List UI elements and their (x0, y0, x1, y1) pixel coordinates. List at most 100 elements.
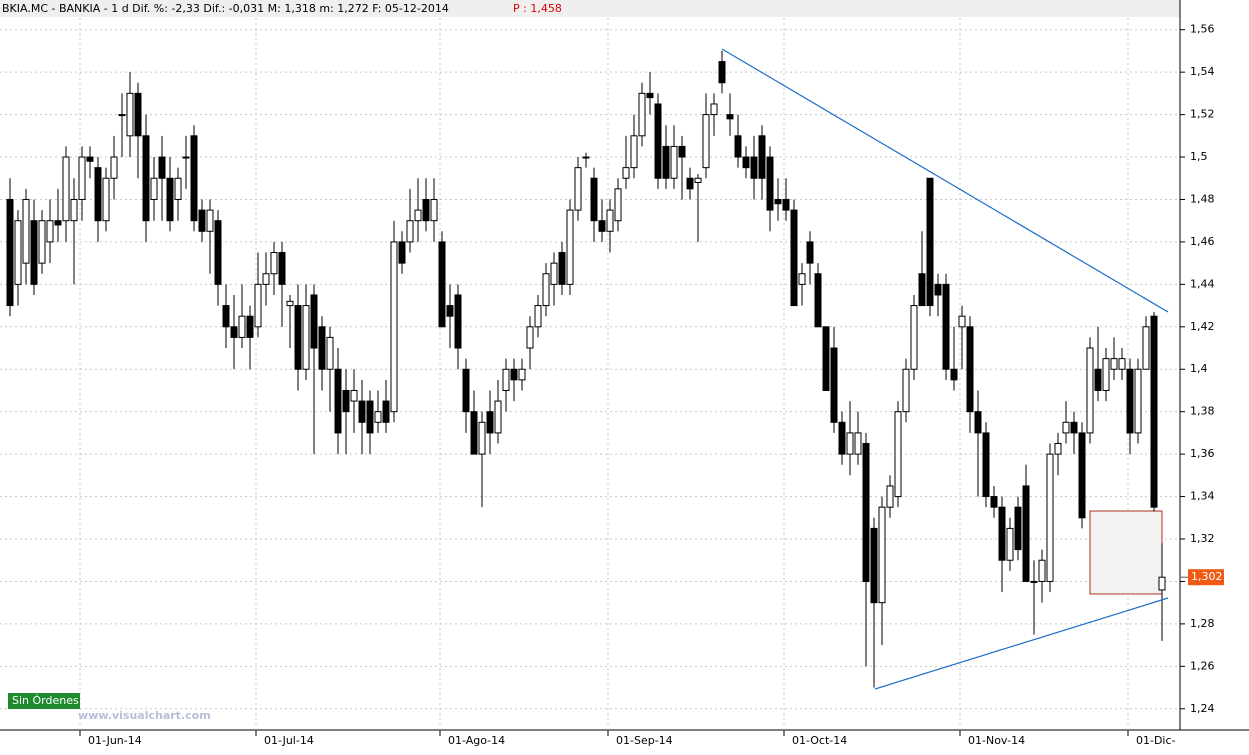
candle-body (358, 400, 366, 423)
y-tick-label: 1,34 (1190, 490, 1215, 503)
candle-body (854, 432, 862, 455)
candle-body (630, 135, 638, 169)
x-tick-label: 01-Jul-14 (264, 734, 314, 747)
candle-body (902, 368, 910, 413)
candle-body (598, 220, 606, 232)
candle-body (846, 432, 854, 455)
y-tick-label: 1,52 (1190, 108, 1215, 121)
candle-body (998, 506, 1006, 561)
candle-body (710, 103, 718, 116)
candle-body (374, 411, 382, 423)
candle-body (742, 156, 750, 169)
candle-body (150, 177, 158, 200)
candle-body (302, 305, 310, 370)
candle-body (1006, 527, 1014, 561)
candle-body (534, 305, 542, 328)
y-tick-label: 1,26 (1190, 659, 1215, 672)
candle-body (6, 198, 14, 307)
candle-body (414, 209, 422, 222)
candle-body (958, 315, 966, 328)
candle-body (814, 273, 822, 328)
candle-body (670, 145, 678, 179)
y-tick-label: 1,4 (1190, 362, 1208, 375)
candle-body (334, 368, 342, 434)
candle-body (126, 92, 134, 137)
candle-body (838, 421, 846, 455)
candle-body (942, 283, 950, 370)
candle-body (38, 220, 46, 264)
y-tick-label: 1,42 (1190, 320, 1215, 333)
candle-body (1078, 432, 1086, 519)
candle-body (494, 400, 502, 434)
candle-body (222, 305, 230, 328)
candle-body (30, 220, 38, 285)
candle-body (750, 156, 758, 179)
title-price: P : 1,458 (513, 2, 562, 15)
candle-body (214, 220, 222, 285)
candle-body (678, 145, 686, 158)
candle-body (1086, 347, 1094, 434)
candle-body (1030, 580, 1038, 583)
candle-body (702, 114, 710, 169)
candle-body (1022, 485, 1030, 582)
candle-body (974, 411, 982, 434)
candle-body (78, 156, 86, 200)
candle-body (782, 198, 790, 211)
candle-body (398, 241, 406, 264)
x-tick-label: 01-Jun-14 (88, 734, 142, 747)
candle-body (190, 135, 198, 222)
candle-body (438, 241, 446, 328)
candle-body (790, 209, 798, 307)
trend-line-upper (721, 48, 1169, 313)
candle-body (566, 209, 574, 285)
candle-body (1158, 576, 1166, 591)
candle-body (70, 198, 78, 222)
candle-body (1134, 368, 1142, 434)
candle-body (470, 411, 478, 455)
candle-body (1054, 443, 1062, 455)
candle-body (102, 177, 110, 222)
candle-body (822, 326, 830, 391)
candle-body (878, 506, 886, 604)
candle-body (158, 156, 166, 179)
candle-body (990, 496, 998, 508)
candle-body (166, 177, 174, 222)
candle-body (806, 241, 814, 264)
y-tick-label: 1,46 (1190, 235, 1215, 248)
candle-body (1014, 506, 1022, 551)
candle-body (230, 326, 238, 338)
candle-body (22, 198, 30, 264)
candle-body (894, 411, 902, 498)
y-tick-label: 1,48 (1190, 192, 1215, 205)
y-tick-label: 1,36 (1190, 447, 1215, 460)
candle-body (646, 92, 654, 99)
candle-body (982, 432, 990, 498)
candle-body (606, 209, 614, 232)
candle-body (382, 400, 390, 423)
candle-body (1110, 358, 1118, 370)
candle-body (1094, 368, 1102, 391)
candle-body (62, 156, 70, 222)
candle-body (1126, 368, 1134, 434)
last-price-label: 1,302 (1191, 570, 1223, 583)
badge-text: Sin Órdenes (12, 694, 79, 707)
candle-body (326, 336, 334, 370)
candle-body (430, 198, 438, 222)
header-bar (0, 0, 1180, 17)
candle-body (238, 315, 246, 338)
candle-body (94, 167, 102, 222)
candle-body (662, 145, 670, 179)
candle-body (542, 273, 550, 307)
candle-body (270, 252, 278, 275)
candle-body (518, 368, 526, 381)
candle-body (694, 177, 702, 183)
candle-body (254, 283, 262, 328)
candle-body (1070, 421, 1078, 434)
candle-body (286, 300, 294, 307)
candle-body (342, 389, 350, 413)
candle-body (182, 156, 190, 159)
candle-body (758, 135, 766, 179)
candle-body (574, 167, 582, 211)
x-tick-label: 01-Dic- (1136, 734, 1176, 747)
candle-body (774, 198, 782, 205)
